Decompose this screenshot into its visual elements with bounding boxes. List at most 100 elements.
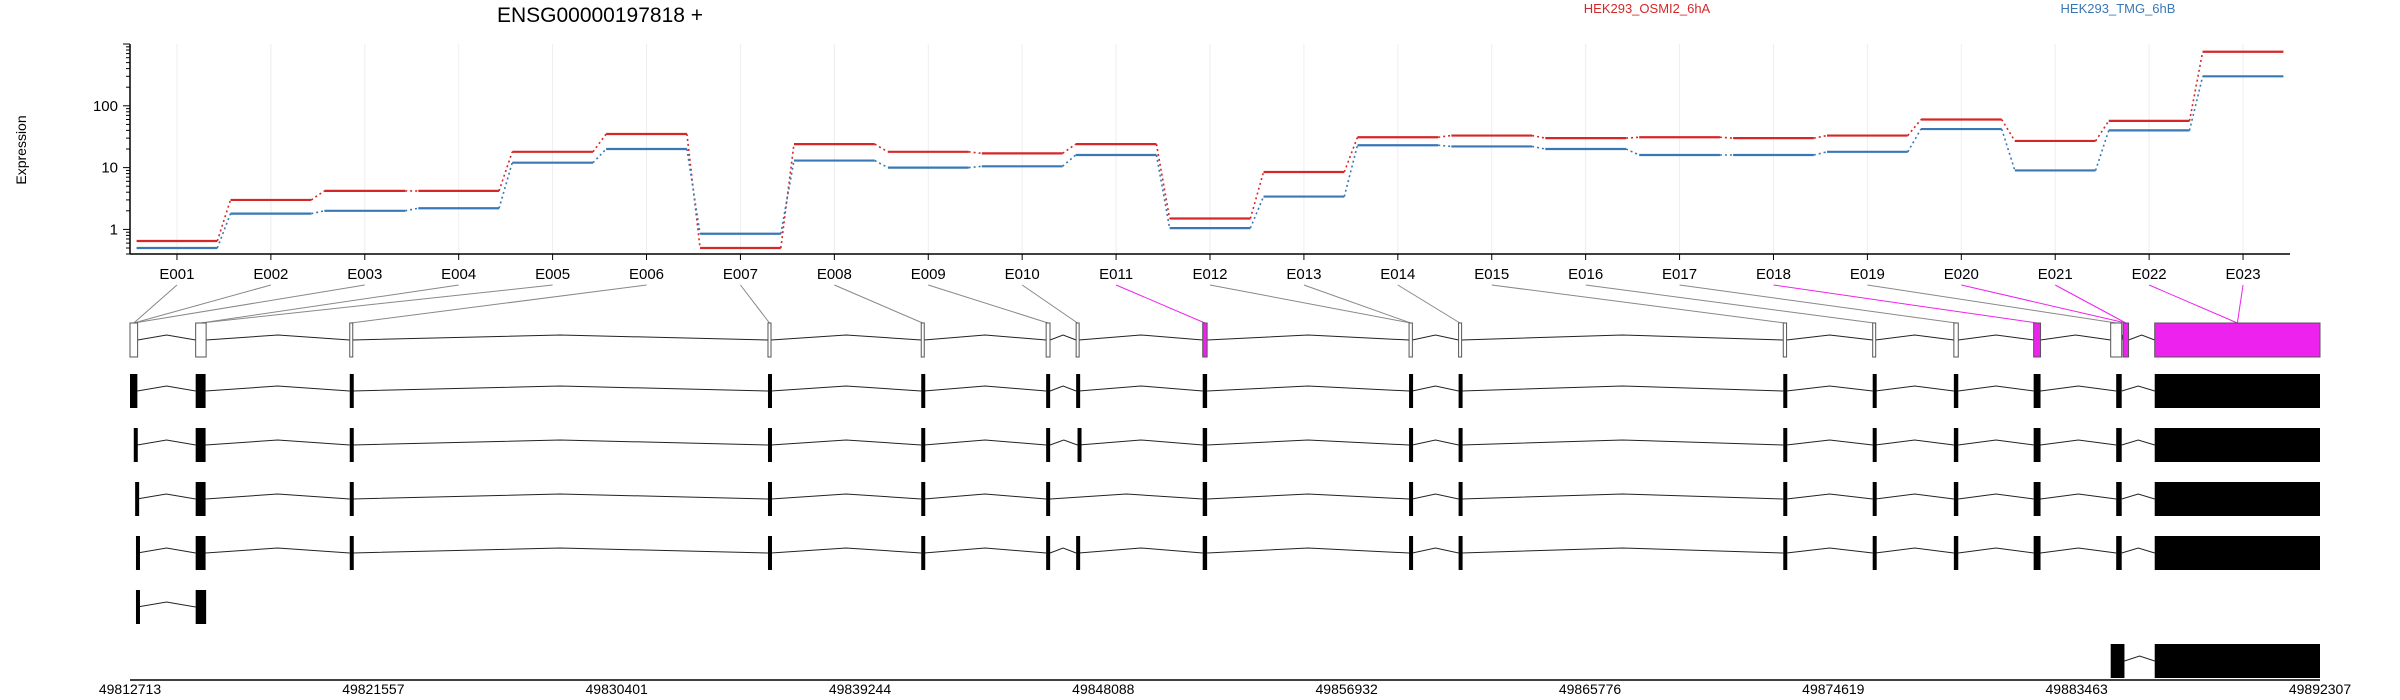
transcript-exon [133, 428, 138, 462]
x-tick-label: E018 [1756, 266, 1791, 283]
intron-line [352, 334, 768, 341]
transcript-exon [1783, 482, 1788, 516]
series-tmg-connector [2000, 128, 2016, 171]
position-tick-label: 49865776 [1559, 681, 1622, 697]
intron-line [1875, 439, 1954, 446]
bin-mapping-line [834, 284, 923, 324]
transcript-exon [349, 428, 354, 462]
intron-line [1078, 547, 1203, 554]
bin-mapping-line [1021, 284, 1078, 324]
series-osmi2-connector [968, 151, 982, 155]
position-tick-label: 49874619 [1802, 681, 1865, 697]
legend-entry-osmi2: HEK293_OSMI2_6hA [1584, 1, 1711, 16]
series-tmg-connector [1343, 145, 1359, 197]
transcript-exon [2116, 374, 2122, 408]
series-tmg-connector [405, 207, 419, 212]
intron-line [1207, 439, 1410, 446]
transcript-exon [1783, 536, 1788, 570]
transcript-exon [1953, 428, 1959, 462]
exon-bin [1458, 322, 1463, 358]
transcript-exon [195, 482, 206, 516]
transcript-exon [1953, 536, 1959, 570]
series-tmg-connector [2188, 76, 2204, 131]
intron-line [1958, 547, 2034, 554]
intron-line [1412, 385, 1459, 392]
transcript-exon [1872, 428, 1877, 462]
intron-line [1958, 439, 2034, 446]
y-tick-label: 1 [110, 221, 118, 238]
intron-line [2121, 385, 2155, 392]
intron-line [1786, 334, 1873, 341]
series-tmg-connector [968, 165, 982, 169]
intron-line [1049, 493, 1203, 500]
bin-mapping-line [1397, 284, 1461, 324]
position-tick-label: 49821557 [342, 681, 405, 697]
intron-line [352, 439, 768, 446]
x-tick-label: E023 [2226, 266, 2261, 283]
series-tmg-connector [311, 210, 325, 215]
intron-line [205, 547, 350, 554]
series-tmg-connector [874, 159, 889, 169]
expression-axes: 1 10 100 E001 E002 E003 E004 E005 E006 E007 E008 E0… [93, 43, 2290, 283]
exon-bin [195, 322, 207, 358]
series-tmg-connector [2094, 130, 2110, 171]
series-tmg-connector [1155, 154, 1171, 229]
x-tick-label: E015 [1474, 266, 1509, 283]
intron-line [1412, 439, 1459, 446]
bin-mapping-line [200, 284, 459, 324]
transcript-exon [921, 536, 926, 570]
intron-line [1078, 334, 1203, 341]
transcript-exon [1046, 374, 1051, 408]
transcript-exon [1409, 536, 1414, 570]
bin-mapping-line [133, 284, 365, 324]
series-osmi2-connector [1531, 134, 1546, 139]
intron-line [352, 385, 768, 392]
transcript-exon [195, 590, 207, 624]
intron-line [1207, 334, 1410, 341]
series-osmi2-connector [1813, 134, 1828, 139]
chart-title: ENSG00000197818 + [497, 4, 703, 27]
transcript-exon [2033, 482, 2041, 516]
transcript-exon [1202, 374, 1208, 408]
intron-line [1207, 547, 1410, 554]
x-tick-label: E011 [1099, 266, 1133, 283]
intron-line [2040, 334, 2111, 341]
x-tick-label: E003 [347, 266, 382, 283]
transcript-exon [349, 536, 354, 570]
intron-line [770, 385, 922, 392]
intron-line [352, 547, 768, 554]
series-osmi2-connector [1343, 136, 1359, 173]
intron-line [137, 385, 196, 392]
exon-bin [767, 322, 772, 358]
transcript-exon [2033, 428, 2041, 462]
transcript-exon [195, 428, 206, 462]
bin-mapping-line [1867, 284, 2117, 324]
intron-line [1875, 385, 1954, 392]
series-osmi2-connector [1719, 136, 1734, 139]
series-osmi2-connector [2001, 119, 2016, 142]
exon-bin [2033, 322, 2042, 358]
intron-line [1461, 439, 1784, 446]
bin-to-exon-mapping [133, 284, 2244, 324]
intron-line [1875, 493, 1954, 500]
transcript-exon [1458, 428, 1463, 462]
series-osmi2-connector [1249, 171, 1265, 219]
intron-line [923, 547, 1047, 554]
exon-bin [1045, 322, 1051, 358]
series-osmi2-connector [310, 190, 325, 201]
intron-line [1958, 385, 2034, 392]
intron-line [1049, 547, 1077, 554]
transcript-exon [2154, 644, 2320, 678]
transcript-exon [130, 374, 138, 408]
intron-line [137, 547, 196, 554]
exon-bin [1408, 322, 1413, 358]
x-tick-label: E001 [159, 266, 194, 283]
bin-mapping-line [350, 284, 647, 324]
intron-line [770, 439, 922, 446]
series-tmg-connector [1813, 151, 1828, 156]
series-osmi2-connector [1907, 119, 1922, 137]
transcript-exon [1077, 428, 1082, 462]
series-tmg-connector [1438, 144, 1452, 148]
intron-line [136, 493, 196, 500]
